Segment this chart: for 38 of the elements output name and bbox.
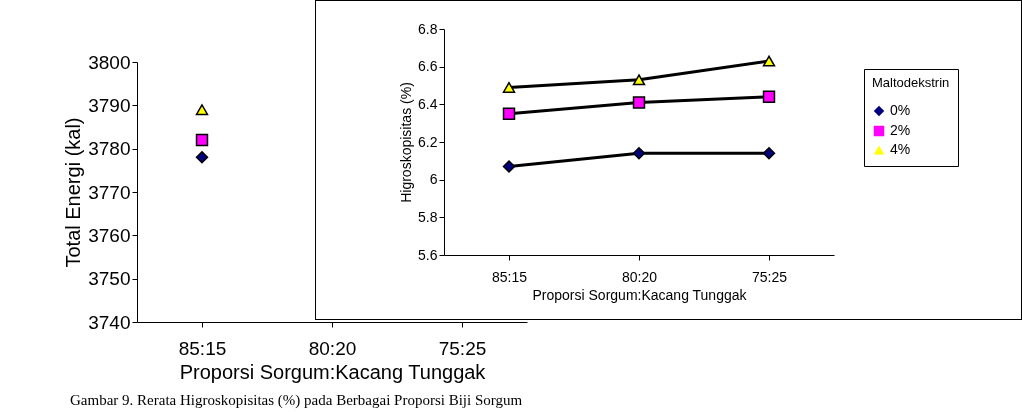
legend-title: Maltodekstrin (872, 75, 950, 90)
x-axis-title: Proporsi Sorgum:Kacang Tunggak (532, 286, 748, 303)
point (502, 160, 516, 173)
y-axis-title: Higroskopisitas (%) (398, 82, 415, 203)
y-tick-label: 3750 (88, 268, 131, 290)
y-tick-label: 6.8 (418, 20, 438, 37)
x-axis-title: Proporsi Sorgum:Kacang Tunggak (179, 360, 487, 383)
y-axis-title: Total Energi (kal) (62, 117, 85, 268)
y-tick-label: 3770 (88, 181, 131, 203)
legend-label: 4% (890, 141, 911, 157)
y-tick-label: 3800 (88, 51, 131, 73)
y-tick-label: 3740 (88, 311, 131, 333)
point (762, 147, 776, 160)
y-tick-label: 6 (429, 171, 438, 188)
point (632, 147, 646, 160)
x-tick-label: 85:15 (491, 268, 528, 285)
point (762, 90, 776, 104)
point (762, 55, 776, 67)
x-tick-label: 80:20 (308, 337, 357, 359)
y-tick-label: 6.4 (418, 95, 438, 112)
x-tick-label: 80:20 (621, 268, 658, 285)
point (502, 81, 516, 93)
legend-label: 0% (890, 102, 911, 118)
y-tick-label: 6.6 (418, 58, 438, 75)
x-tick-label: 85:15 (178, 337, 227, 359)
y-tick-label: 3760 (88, 224, 131, 246)
x-tick-label: 75:25 (438, 337, 487, 359)
text: Gambar 9. Rerata Higroskopisitas (%) pada Berbagai Proporsi Biji Sorgum (70, 392, 523, 409)
point (632, 74, 646, 86)
y-tick-label: 5.6 (418, 246, 438, 263)
y-tick-label: 6.2 (418, 133, 438, 150)
point (502, 107, 516, 120)
x-tick-label: 75:25 (751, 268, 788, 285)
y-tick-label: 5.8 (418, 208, 438, 225)
legend-label: 2% (890, 122, 911, 138)
y-tick-label: 3780 (88, 138, 131, 160)
y-tick-label: 3790 (88, 94, 131, 116)
point (632, 96, 646, 109)
